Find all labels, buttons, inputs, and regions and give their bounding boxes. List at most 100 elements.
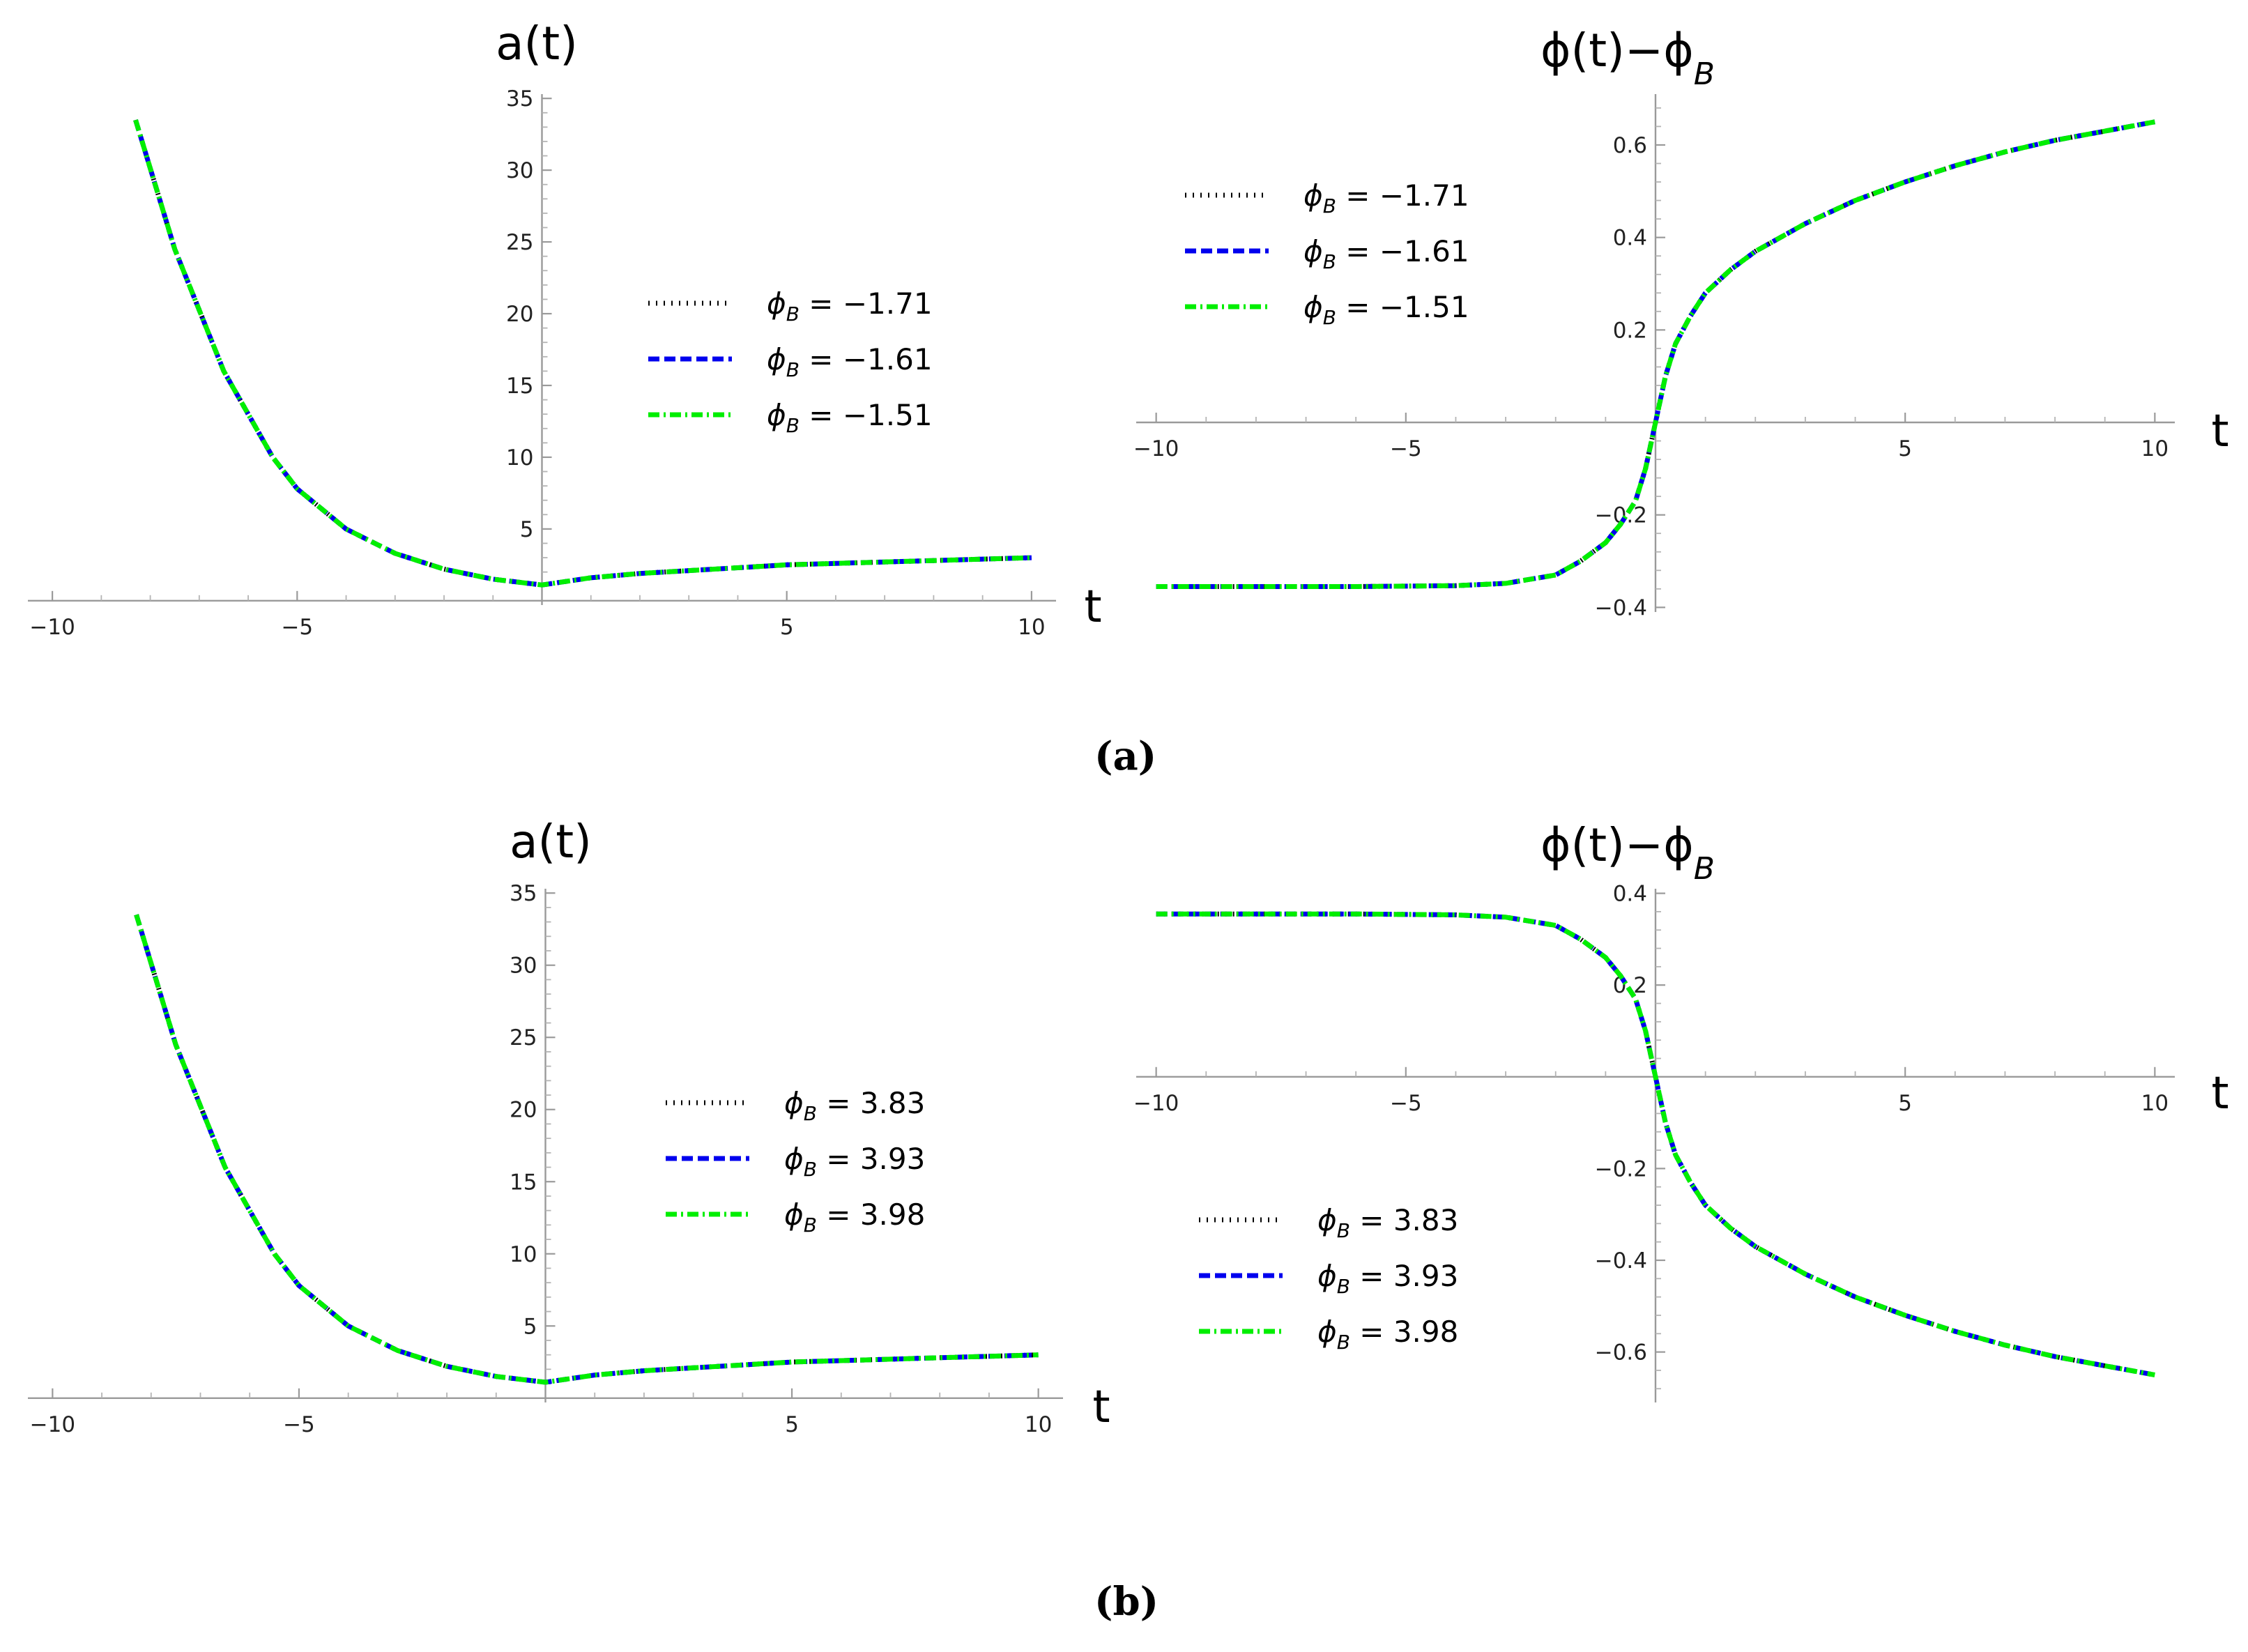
- y-tick-label: 25: [506, 230, 533, 255]
- y-tick-label: −0.4: [1595, 1248, 1647, 1274]
- legend-value: = 3.83: [817, 1086, 925, 1120]
- legend-label-3: ϕB = −1.51: [1303, 290, 1469, 329]
- chart-title: a(t): [510, 815, 592, 869]
- y-tick-label: 30: [510, 954, 537, 979]
- x-tick-label: 10: [1018, 615, 1045, 640]
- x-tick-label: −10: [29, 615, 75, 640]
- x-tick-label: 10: [2141, 436, 2169, 461]
- x-tick-label: 5: [1898, 1091, 1912, 1116]
- chart-b-left: −10 −5 5 10 5 10 15 20 25 30 35 a(t) t ϕB = 3.83 ϕB = …: [0, 802, 1115, 1499]
- chart-title: ϕ(t)−ϕB: [1540, 24, 1715, 92]
- legend-phi: ϕ: [767, 286, 786, 321]
- series-line-3: [1156, 119, 2155, 589]
- y-tick-label: 20: [506, 302, 533, 327]
- legend-phi: ϕ: [767, 342, 786, 376]
- y-tick-label: −0.4: [1595, 595, 1647, 620]
- legend-label-2: ϕB = −1.61: [1303, 234, 1469, 273]
- x-axis-label: t: [2211, 1068, 2228, 1119]
- caption-b: (b): [1094, 1579, 1159, 1625]
- legend-value: = −1.61: [1336, 234, 1469, 268]
- legend-label-3: ϕB = −1.51: [767, 398, 933, 437]
- legend-sub: B: [1337, 1219, 1350, 1242]
- legend-value: = 3.93: [1350, 1259, 1458, 1293]
- series-line-2: [1156, 119, 2155, 589]
- y-tick-label: 20: [510, 1098, 537, 1123]
- legend-sub: B: [786, 414, 800, 437]
- y-tick-label: 30: [506, 158, 533, 183]
- x-tick-label: 10: [2141, 1091, 2169, 1116]
- legend-phi: ϕ: [784, 1086, 804, 1120]
- x-tick-label: 5: [785, 1412, 799, 1437]
- x-axis-label: t: [1084, 581, 1101, 633]
- y-tick-label: 0.2: [1613, 318, 1647, 343]
- legend-value: = −1.51: [1336, 290, 1469, 324]
- y-tick-label: 15: [510, 1170, 537, 1195]
- series-line-3: [1156, 911, 2155, 1377]
- legend-value: = −1.51: [800, 398, 933, 432]
- chart-a-left: −10 −5 5 10 5 10 15 20 25 30 35 a(t) t ϕB = −1.71 ϕB =…: [0, 0, 1115, 683]
- legend-value: = 3.98: [817, 1198, 925, 1232]
- legend-value: = −1.61: [800, 342, 933, 376]
- legend-label-3: ϕB = 3.98: [1317, 1315, 1458, 1354]
- legend-sub: B: [804, 1214, 817, 1237]
- series-line-3: [134, 914, 1039, 1385]
- x-tick-label: −5: [283, 1412, 315, 1437]
- y-tick-label: 5: [520, 517, 534, 542]
- legend-phi: ϕ: [1317, 1315, 1337, 1349]
- y-tick-label: 0.6: [1613, 133, 1647, 158]
- chart-title: a(t): [496, 17, 578, 70]
- legend-label-1: ϕB = −1.71: [1303, 178, 1469, 217]
- legend-phi: ϕ: [1317, 1203, 1337, 1237]
- legend-label-2: ϕB = 3.93: [784, 1142, 925, 1181]
- x-tick-label: −10: [1133, 1091, 1179, 1116]
- legend-sub: B: [1337, 1275, 1350, 1298]
- chart-b-right: −10 −5 5 10 −0.6 −0.4 −0.2 0.2 0.4 ϕ(t)−ϕB t ϕB = 3…: [1115, 802, 2248, 1499]
- legend-value: = 3.93: [817, 1142, 925, 1176]
- x-tick-label: −5: [281, 615, 313, 640]
- legend-label-2: ϕB = 3.93: [1317, 1259, 1458, 1298]
- legend-label-2: ϕB = −1.61: [767, 342, 933, 381]
- x-tick-label: −10: [30, 1412, 75, 1437]
- chart-title: ϕ(t)−ϕB: [1540, 818, 1715, 887]
- legend-label-1: ϕB = −1.71: [767, 286, 933, 326]
- legend-sub: B: [804, 1158, 817, 1181]
- legend-phi: ϕ: [784, 1198, 804, 1232]
- legend-phi: ϕ: [1303, 178, 1323, 213]
- x-axis-label: t: [2211, 406, 2228, 457]
- legend-sub: B: [804, 1102, 817, 1125]
- legend-phi: ϕ: [1303, 234, 1323, 268]
- x-tick-label: −5: [1390, 1091, 1422, 1116]
- x-tick-label: 10: [1025, 1412, 1052, 1437]
- x-axis-label: t: [1092, 1382, 1110, 1433]
- y-tick-label: 0.4: [1613, 882, 1647, 907]
- x-tick-label: 5: [1898, 436, 1912, 461]
- chart-title-subscript: B: [1694, 851, 1715, 887]
- y-tick-label: 0.4: [1613, 226, 1647, 251]
- legend-value: = 3.83: [1350, 1203, 1458, 1237]
- legend-value: = −1.71: [1336, 178, 1469, 213]
- x-tick-label: −10: [1133, 436, 1179, 461]
- legend-sub: B: [786, 303, 800, 326]
- legend-phi: ϕ: [767, 398, 786, 432]
- y-tick-label: 15: [506, 374, 533, 399]
- legend-label-1: ϕB = 3.83: [1317, 1203, 1458, 1242]
- legend-label-1: ϕB = 3.83: [784, 1086, 925, 1125]
- legend-sub: B: [1323, 250, 1336, 273]
- y-tick-label: 5: [523, 1314, 537, 1339]
- y-tick-label: 25: [510, 1025, 537, 1050]
- legend-value: = −1.71: [800, 286, 933, 321]
- caption-a: (a): [1094, 733, 1157, 779]
- legend-phi: ϕ: [1303, 290, 1323, 324]
- legend-sub: B: [1337, 1331, 1350, 1354]
- y-tick-label: −0.2: [1595, 1156, 1647, 1181]
- chart-title-subscript: B: [1694, 56, 1715, 92]
- legend-sub: B: [1323, 194, 1336, 217]
- y-tick-label: −0.6: [1595, 1340, 1647, 1366]
- y-tick-label: 10: [510, 1242, 537, 1267]
- legend-label-3: ϕB = 3.98: [784, 1198, 925, 1237]
- legend-sub: B: [1323, 306, 1336, 329]
